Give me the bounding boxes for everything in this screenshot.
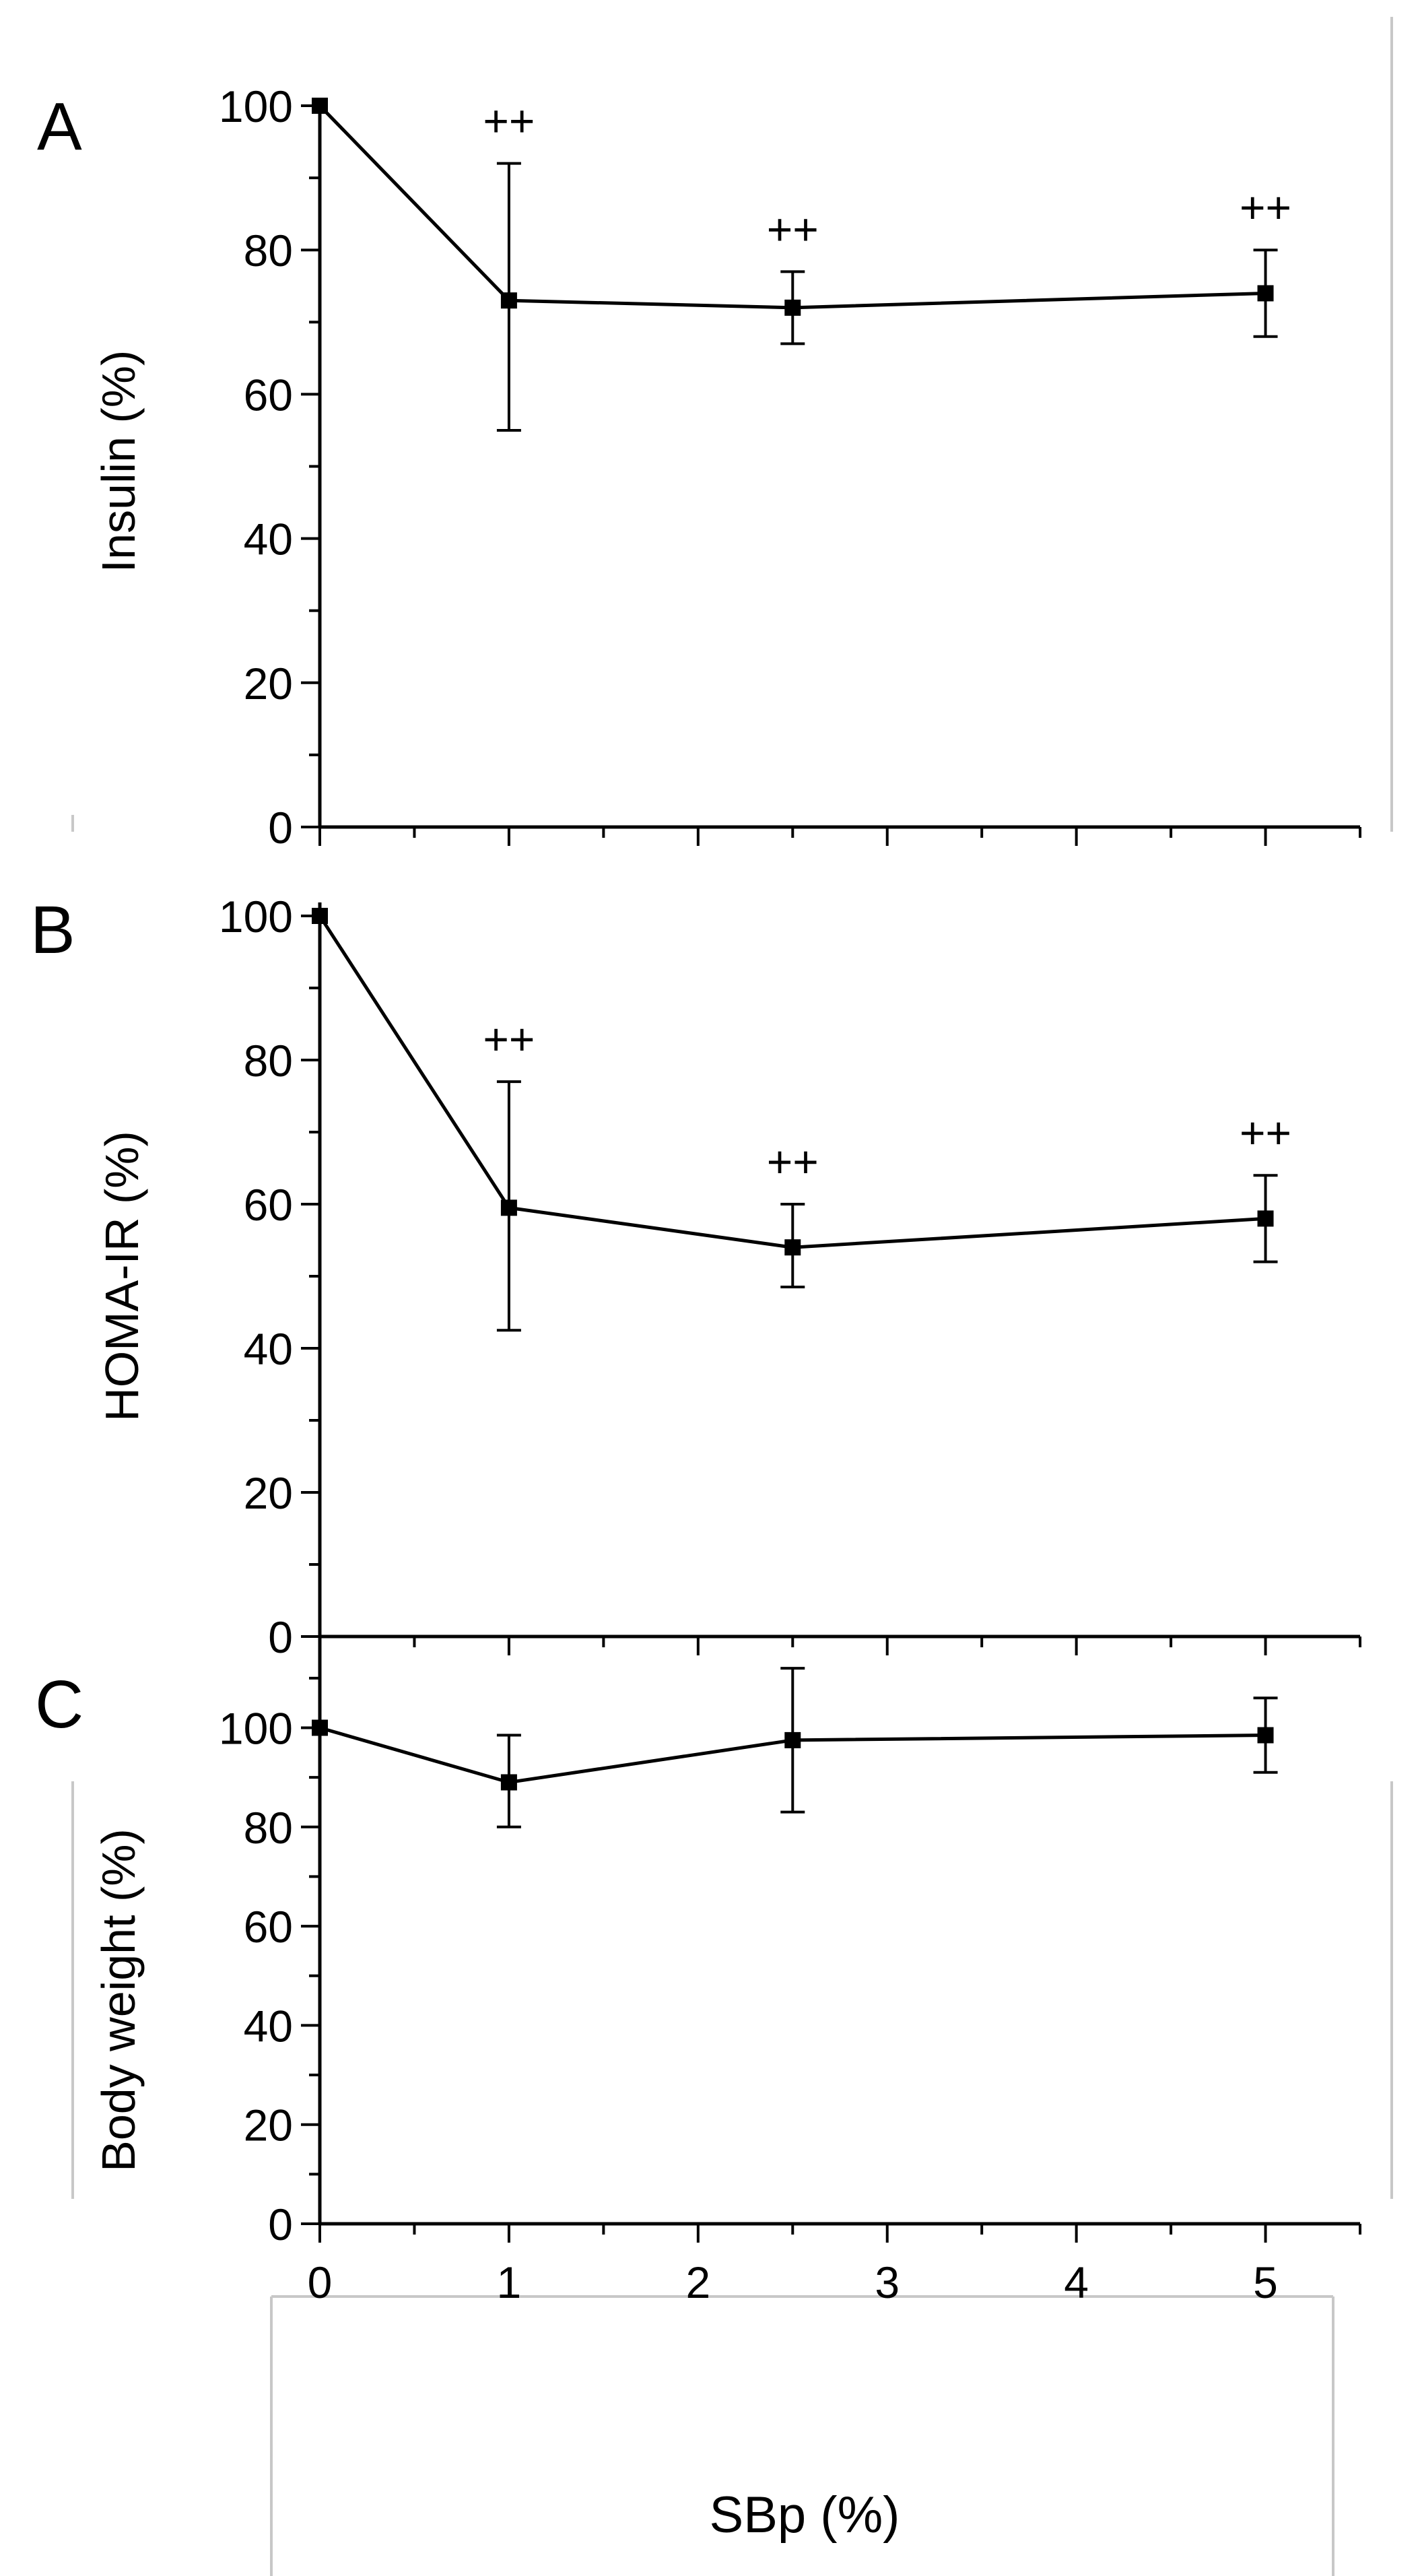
significance-mark: ++ [483, 1014, 535, 1064]
significance-mark: ++ [767, 204, 819, 254]
frame-lines [71, 17, 1393, 2576]
panel-label: A [37, 89, 82, 164]
chart-panel-a: A 0 20 40 60 80 100 Insulin (%) ++ ++ ++ [37, 81, 1361, 853]
y-tick-label: 40 [244, 2001, 293, 2051]
data-point [312, 908, 328, 924]
y-tick-label: 80 [244, 1803, 293, 1853]
y-tick-label: 0 [268, 2200, 293, 2249]
significance-mark: ++ [1240, 1108, 1291, 1158]
series-line [318, 915, 1266, 1249]
y-tick-label: 100 [219, 81, 293, 131]
y-tick-label: 0 [268, 803, 293, 853]
significance-mark: ++ [1240, 183, 1291, 232]
data-point [500, 292, 517, 309]
x-tick-label: 1 [497, 2257, 522, 2307]
y-tick-label: 80 [244, 1036, 293, 1086]
data-point [1257, 1210, 1274, 1227]
chart-panel-c: C 0 20 40 60 80 100 Body weight (%) [35, 1542, 1361, 2249]
panels: A 0 20 40 60 80 100 Insulin (%) ++ ++ ++ B 0 20 40 60 80… [30, 81, 1361, 2249]
series-line [318, 104, 1266, 310]
y-tick-label: 60 [244, 370, 293, 420]
data-point [1257, 285, 1274, 302]
series-line [319, 1726, 1266, 1785]
data-point [312, 1719, 328, 1736]
x-tick-label: 2 [685, 2257, 710, 2307]
panel-label: B [30, 892, 75, 968]
y-tick-label: 20 [244, 659, 293, 708]
y-tick-label: 20 [244, 2101, 293, 2150]
y-tick-label: 20 [244, 1468, 293, 1518]
data-point [784, 1731, 801, 1748]
x-tick-label: 5 [1253, 2257, 1278, 2307]
y-tick-label: 60 [244, 1180, 293, 1230]
y-axis-title: HOMA-IR (%) [96, 1131, 148, 1422]
chart-panel-b: B 0 20 40 60 80 100 HOMA-IR (%) ++ ++ ++ [30, 892, 1361, 1662]
data-point [500, 1199, 517, 1216]
significance-mark: ++ [483, 96, 535, 146]
y-tick-label: 100 [219, 892, 293, 942]
data-point [312, 98, 328, 114]
data-point [784, 1239, 801, 1256]
significance-mark: ++ [767, 1137, 819, 1187]
y-tick-label: 0 [268, 1612, 293, 1662]
data-point [500, 1774, 517, 1791]
y-tick-label: 60 [244, 1902, 293, 1952]
data-point [784, 299, 801, 316]
y-axis-title: Body weight (%) [92, 1828, 145, 2172]
panel-label: C [35, 1667, 83, 1742]
y-axis-title: Insulin (%) [92, 350, 145, 573]
x-tick-label: 4 [1064, 2257, 1089, 2307]
x-tick-label: 3 [875, 2257, 900, 2307]
data-point [1257, 1727, 1274, 1744]
y-tick-label: 80 [244, 226, 293, 275]
x-tick-label: 0 [308, 2257, 333, 2307]
shared-x-axis: 0 1 2 3 4 5 [308, 2257, 1278, 2307]
x-axis-title: SBp (%) [710, 2486, 900, 2544]
y-tick-label: 40 [244, 1324, 293, 1374]
y-tick-label: 40 [244, 515, 293, 564]
y-tick-label: 100 [219, 1703, 293, 1753]
